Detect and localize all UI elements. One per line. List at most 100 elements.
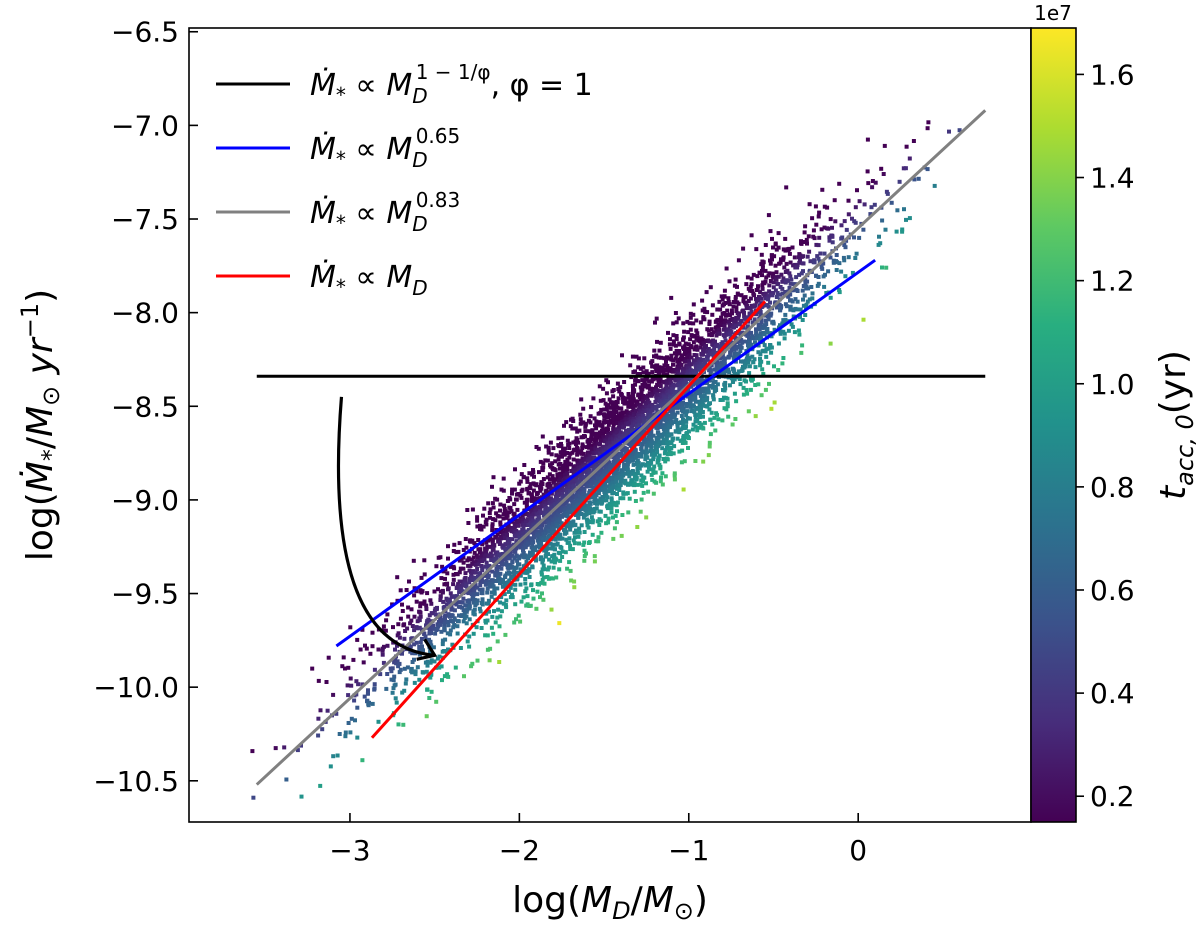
scatter-point <box>670 438 675 443</box>
scatter-point <box>774 305 779 310</box>
scatter-point <box>389 677 394 682</box>
scatter-point <box>425 663 430 668</box>
scatter-point <box>743 364 748 369</box>
scatter-point <box>516 523 521 528</box>
scatter-point <box>703 404 708 409</box>
scatter-point <box>438 594 443 599</box>
scatter-point <box>757 270 762 275</box>
scatter-point <box>698 337 703 341</box>
scatter-point <box>591 485 596 490</box>
scatter-point <box>527 491 531 496</box>
scatter-point <box>537 470 541 475</box>
scatter-point <box>510 491 514 496</box>
scatter-point <box>559 545 564 550</box>
scatter-point <box>464 621 469 626</box>
scatter-point <box>395 633 400 638</box>
scatter-point <box>611 491 616 495</box>
scatter-point <box>491 517 496 522</box>
scatter-point <box>553 459 558 464</box>
scatter-point <box>916 176 921 181</box>
scatter-point <box>727 302 732 307</box>
scatter-point <box>795 307 800 312</box>
scatter-point <box>804 302 809 307</box>
scatter-point <box>559 489 564 494</box>
scatter-point <box>778 292 783 297</box>
scatter-point <box>534 483 539 488</box>
scatter-point <box>588 420 593 425</box>
scatter-point <box>541 563 546 568</box>
scatter-point <box>678 357 683 361</box>
scatter-point <box>611 427 616 432</box>
scatter-point <box>784 304 789 309</box>
scatter-point <box>677 349 682 353</box>
scatter-point <box>759 301 764 306</box>
scatter-point <box>541 557 545 562</box>
scatter-point <box>539 570 544 575</box>
scatter-point <box>595 450 600 455</box>
scatter-point <box>661 389 666 394</box>
scatter-point <box>711 343 716 347</box>
scatter-point <box>428 660 433 665</box>
scatter-point <box>814 273 818 278</box>
scatter-point <box>516 519 521 524</box>
scatter-point <box>412 593 417 598</box>
scatter-point <box>602 498 606 503</box>
scatter-point <box>761 348 766 353</box>
scatter-point <box>472 612 477 617</box>
scatter-point <box>492 587 497 592</box>
scatter-point <box>404 677 409 682</box>
scatter-point <box>486 601 491 606</box>
scatter-point <box>417 618 422 623</box>
scatter-point <box>665 452 670 456</box>
scatter-point <box>398 667 403 672</box>
scatter-point <box>667 342 672 347</box>
scatter-point <box>644 405 649 410</box>
scatter-point <box>633 382 638 387</box>
scatter-point <box>730 380 735 384</box>
scatter-point <box>801 269 805 274</box>
scatter-point <box>756 343 761 348</box>
scatter-point <box>479 551 484 556</box>
scatter-point <box>729 330 734 335</box>
scatter-point <box>618 496 623 501</box>
scatter-point <box>709 327 714 332</box>
scatter-point <box>821 261 826 266</box>
scatter-point <box>764 275 769 280</box>
scatter-point <box>592 507 597 511</box>
scatter-point <box>575 473 580 478</box>
scatter-point <box>570 450 575 455</box>
scatter-point <box>592 416 597 421</box>
scatter-point <box>792 330 797 335</box>
scatter-point <box>673 412 678 417</box>
scatter-point <box>722 288 727 293</box>
scatter-point <box>660 434 665 439</box>
scatter-point <box>734 346 738 351</box>
scatter-point <box>482 557 487 562</box>
scatter-point <box>801 261 806 266</box>
scatter-point <box>760 283 765 288</box>
scatter-point <box>684 431 689 436</box>
scatter-point <box>505 513 510 518</box>
scatter-point <box>519 472 524 477</box>
scatter-point <box>626 404 631 409</box>
scatter-point <box>510 560 515 565</box>
scatter-point <box>499 530 503 535</box>
scatter-point <box>622 464 627 469</box>
scatter-point <box>794 275 799 280</box>
scatter-point <box>461 555 466 560</box>
scatter-point <box>498 522 503 527</box>
scatter-point <box>428 675 433 680</box>
scatter-point <box>421 670 426 675</box>
scatter-point <box>714 319 719 324</box>
scatter-point <box>335 753 340 758</box>
scatter-point <box>777 261 782 266</box>
scatter-point <box>461 619 466 624</box>
scatter-point <box>604 498 609 503</box>
scatter-point <box>570 426 575 431</box>
scatter-point <box>506 525 511 530</box>
scatter-point <box>504 515 509 520</box>
scatter-point <box>662 451 667 456</box>
scatter-point <box>722 388 727 393</box>
scatter-point <box>572 478 577 483</box>
scatter-point <box>348 730 353 735</box>
